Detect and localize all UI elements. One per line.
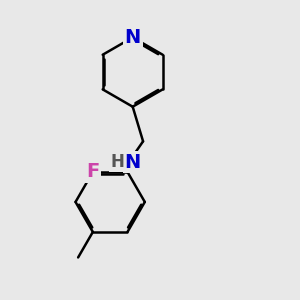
Text: N: N xyxy=(124,153,141,172)
Text: N: N xyxy=(124,28,141,47)
Text: F: F xyxy=(86,163,100,182)
Text: H: H xyxy=(110,153,124,171)
